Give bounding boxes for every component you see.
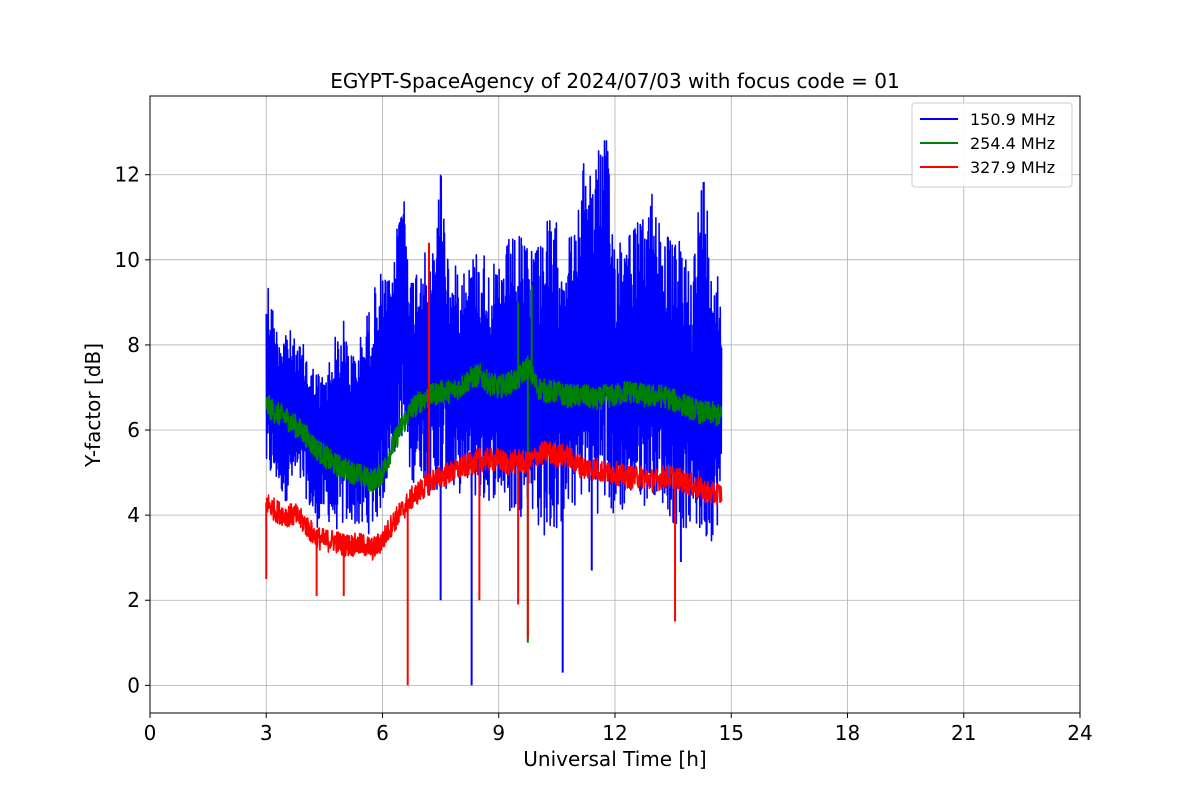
x-tick-label: 3 xyxy=(260,721,273,745)
y-tick-label: 6 xyxy=(127,418,140,442)
x-tick-label: 0 xyxy=(144,721,157,745)
chart-legend: 150.9 MHz 254.4 MHz 327.9 MHz xyxy=(911,102,1073,188)
x-tick-label: 18 xyxy=(835,721,860,745)
x-tick-label: 24 xyxy=(1067,721,1092,745)
legend-label: 327.9 MHz xyxy=(970,158,1055,177)
y-tick-label: 10 xyxy=(115,248,140,272)
y-axis-label: Y-factor [dB] xyxy=(81,343,105,468)
x-tick-label: 12 xyxy=(602,721,627,745)
y-tick-label: 12 xyxy=(115,163,140,187)
y-tick-label: 0 xyxy=(127,673,140,697)
y-tick-label: 8 xyxy=(127,333,140,357)
legend-label: 150.9 MHz xyxy=(970,110,1055,129)
series-line xyxy=(265,440,723,561)
x-tick-label: 21 xyxy=(951,721,976,745)
x-axis-label: Universal Time [h] xyxy=(523,747,706,771)
y-tick-label: 2 xyxy=(127,588,140,612)
x-tick-label: 15 xyxy=(719,721,744,745)
x-tick-label: 6 xyxy=(376,721,389,745)
y-tick-label: 4 xyxy=(127,503,140,527)
legend-label: 254.4 MHz xyxy=(970,134,1055,153)
chart-title: EGYPT-SpaceAgency of 2024/07/03 with foc… xyxy=(330,69,899,93)
series-layer xyxy=(265,140,723,686)
series-line xyxy=(265,355,723,494)
x-tick-label: 9 xyxy=(492,721,505,745)
